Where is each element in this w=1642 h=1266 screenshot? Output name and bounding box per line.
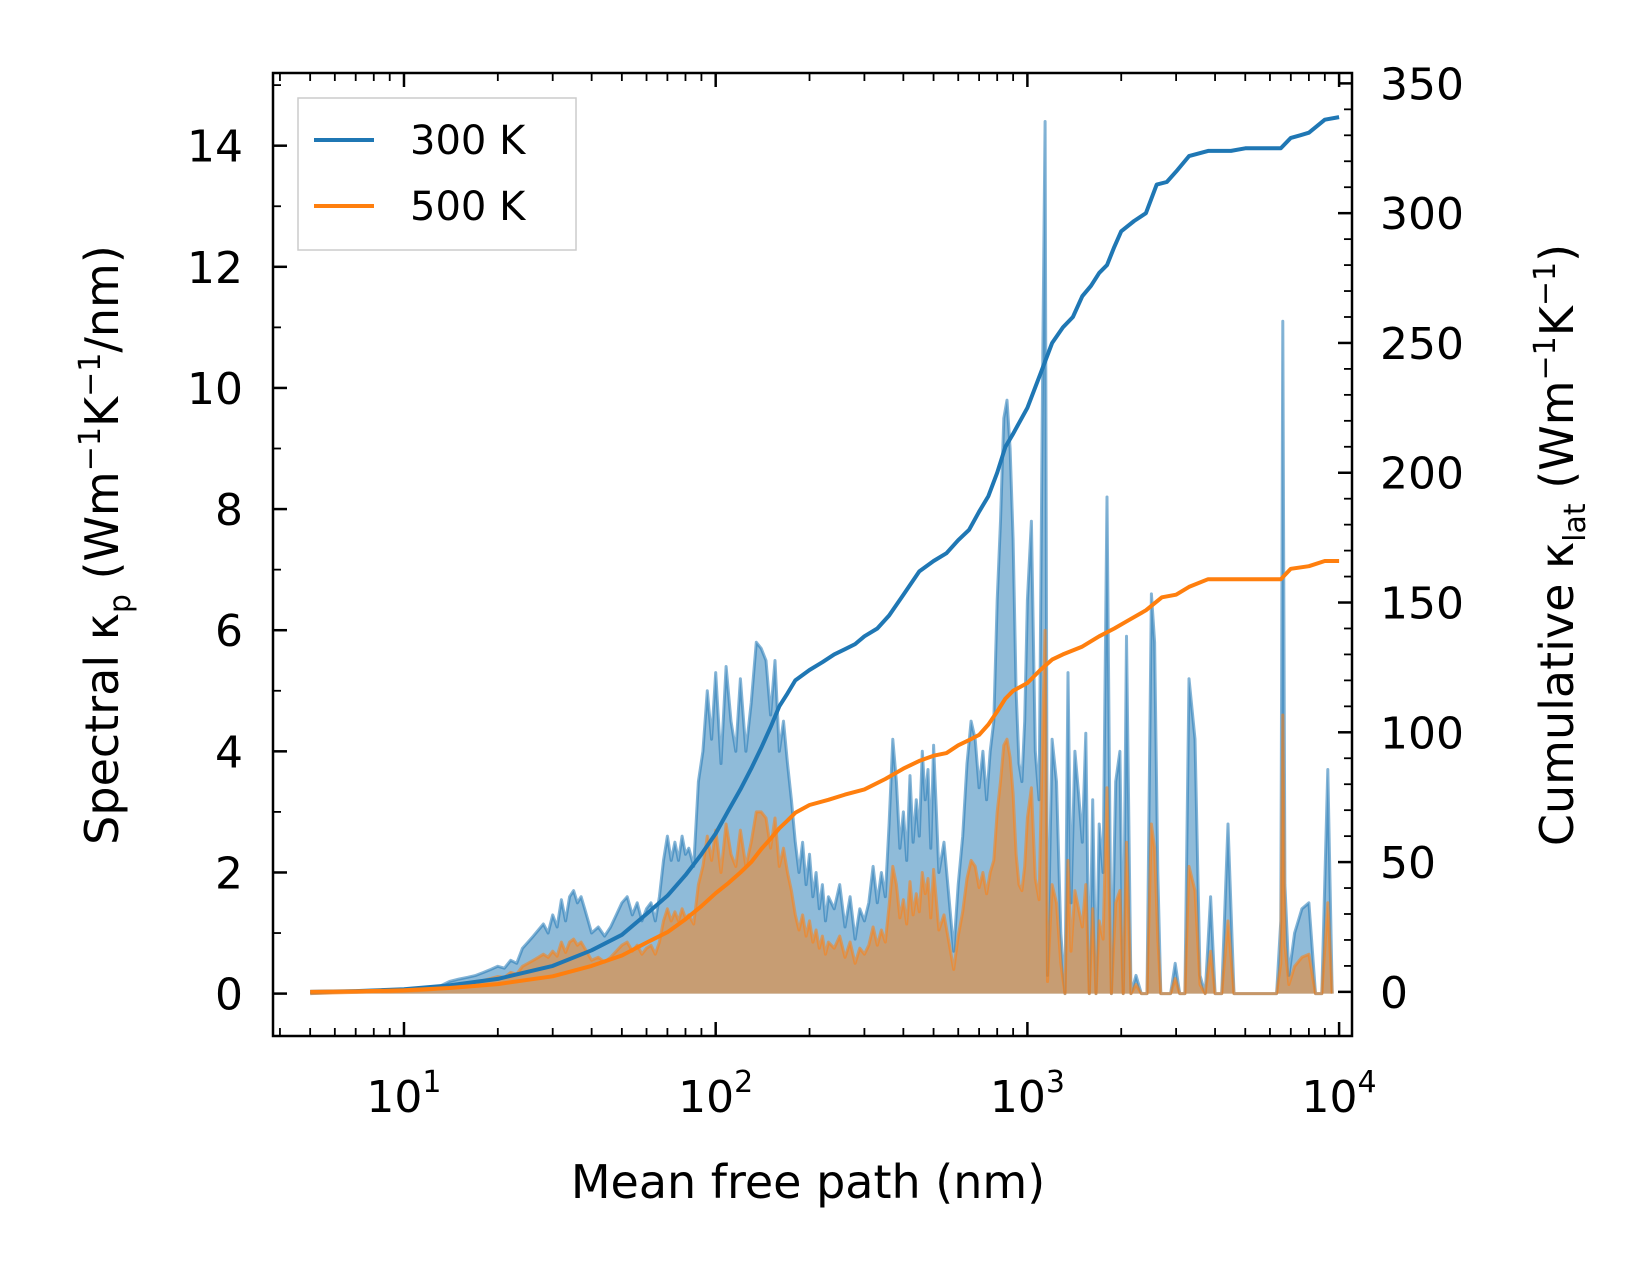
y-left-tick-label: 8 bbox=[215, 485, 243, 536]
y-right-tick-label: 350 bbox=[1380, 59, 1464, 110]
legend-label-500k: 500 K bbox=[410, 184, 527, 230]
y-right-tick-label: 300 bbox=[1380, 189, 1464, 240]
plot-area bbox=[310, 115, 1340, 996]
y-right-tick-label: 0 bbox=[1380, 968, 1408, 1019]
x-tick-label: 103 bbox=[990, 1065, 1065, 1123]
y-left-tick-label: 2 bbox=[215, 848, 243, 899]
y-left-tick-label: 12 bbox=[187, 243, 243, 294]
legend-label-300k: 300 K bbox=[410, 118, 527, 164]
legend-box bbox=[297, 97, 577, 251]
x-tick-label: 101 bbox=[366, 1065, 441, 1123]
y-right-tick-label: 250 bbox=[1380, 319, 1464, 370]
y-left-tick-label: 14 bbox=[187, 122, 243, 173]
spectral-line-500k bbox=[310, 628, 1334, 996]
y-right-tick-label: 50 bbox=[1380, 838, 1436, 889]
y-axis-label-right: Cumulative κlat (Wm−1K−1) bbox=[1528, 244, 1593, 846]
x-tick-label: 104 bbox=[1302, 1065, 1377, 1123]
y-right-tick-label: 200 bbox=[1380, 449, 1464, 500]
y-left-tick-label: 4 bbox=[215, 727, 243, 778]
plot-frame bbox=[271, 71, 1354, 1038]
y-right-tick-label: 150 bbox=[1380, 579, 1464, 630]
y-right-tick-label: 100 bbox=[1380, 708, 1464, 759]
y-left-tick-label: 6 bbox=[215, 606, 243, 657]
axes: 101 102 103 1040246810121405010015020025030… bbox=[187, 59, 1464, 1123]
x-tick-label: 102 bbox=[678, 1065, 753, 1123]
legend: 300 K 500 K bbox=[297, 97, 577, 251]
x-axis-label: Mean free path (nm) bbox=[571, 1155, 1045, 1209]
y-axis-label-left: Spectral κp (Wm−1K−1/nm) bbox=[73, 245, 138, 845]
cumulative-line-500k bbox=[310, 559, 1340, 994]
y-left-tick-label: 10 bbox=[187, 364, 243, 415]
cumulative-line-300k bbox=[310, 115, 1340, 994]
y-left-tick-label: 0 bbox=[215, 970, 243, 1021]
